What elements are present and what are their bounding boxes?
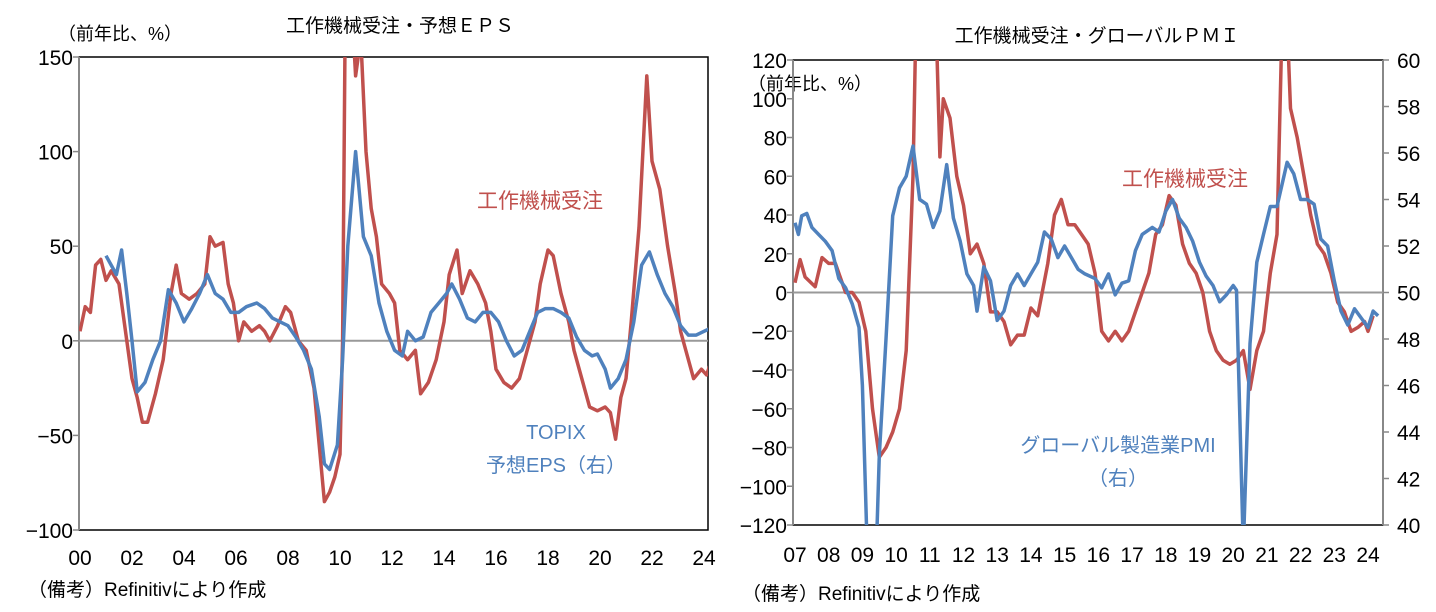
- y-tick-label: 40: [764, 205, 787, 228]
- y-tick-label: −50: [37, 425, 73, 448]
- x-tick-label: 18: [536, 547, 559, 570]
- x-tick-label: 10: [328, 547, 351, 570]
- legend-label-machine-orders: 工作機械受注: [477, 190, 603, 213]
- x-tick-label: 12: [380, 547, 403, 570]
- x-tick-label: 08: [276, 547, 299, 570]
- x-tick-label: 00: [68, 547, 91, 570]
- y-tick-label: 100: [752, 89, 787, 112]
- y2-tick-label: 40: [1397, 515, 1420, 538]
- y-axis-unit-label: （前年比、%）: [58, 24, 182, 44]
- y-tick-label: −20: [751, 321, 787, 344]
- y-tick-label: 80: [764, 128, 787, 151]
- y2-tick-label: 56: [1397, 143, 1420, 166]
- x-tick-label: 10: [884, 544, 907, 567]
- x-tick-label: 06: [224, 547, 247, 570]
- legend-label-topix: TOPIX: [526, 422, 586, 444]
- y-tick-label: 20: [764, 244, 787, 267]
- y-tick-label: 0: [61, 331, 73, 354]
- x-tick-label: 08: [817, 544, 840, 567]
- y-tick-label: −60: [751, 399, 787, 422]
- y2-tick-label: 42: [1397, 469, 1420, 492]
- chart-machine-orders-eps: 工作機械受注・予想ＥＰＳ （前年比、%） （備考）Refinitivにより作成 …: [26, 15, 716, 601]
- x-tick-label: 16: [484, 547, 507, 570]
- chart-machine-orders-pmi: 工作機械受注・グローバルＰＭＩ （前年比、%） （備考）Refinitivにより…: [740, 25, 1421, 605]
- x-tick-label: 23: [1323, 544, 1346, 567]
- x-tick-label: 20: [1221, 544, 1244, 567]
- series-line-machine-tool-orders: [79, 57, 708, 504]
- x-tick-label: 11: [919, 544, 941, 567]
- legend-label-pmi-right: （右）: [1088, 467, 1148, 490]
- x-tick-label: 18: [1154, 544, 1177, 567]
- x-tick-label: 09: [851, 544, 874, 567]
- y2-tick-label: 48: [1397, 329, 1420, 352]
- x-tick-label: 13: [986, 544, 1009, 567]
- x-tick-label: 24: [692, 547, 716, 570]
- x-tick-label: 12: [952, 544, 975, 567]
- y-tick-label: 60: [764, 166, 787, 189]
- legend-label-pmi: グローバル製造業PMI: [1020, 434, 1215, 457]
- y2-tick-label: 52: [1397, 236, 1420, 259]
- y2-tick-label: 58: [1397, 97, 1420, 120]
- y-tick-label: 120: [752, 50, 787, 73]
- x-tick-label: 21: [1255, 544, 1278, 567]
- x-tick-label: 15: [1053, 544, 1076, 567]
- legend-label-eps: 予想EPS（右）: [486, 454, 626, 477]
- series-line-global-pmi: [793, 144, 1380, 525]
- y2-tick-label: 54: [1397, 190, 1421, 213]
- x-tick-label: 19: [1188, 544, 1211, 567]
- x-tick-label: 14: [1019, 544, 1043, 567]
- x-tick-label: 20: [588, 547, 611, 570]
- y-tick-label: −100: [740, 476, 787, 499]
- y-tick-label: −40: [751, 360, 787, 383]
- y-tick-label: 0: [775, 283, 787, 306]
- series-line-machine-tool-orders: [793, 60, 1375, 459]
- x-tick-label: 16: [1087, 544, 1110, 567]
- chart-title: 工作機械受注・グローバルＰＭＩ: [955, 25, 1240, 47]
- x-tick-label: 22: [640, 547, 663, 570]
- y2-tick-label: 46: [1397, 376, 1420, 399]
- y2-tick-label: 50: [1397, 283, 1420, 306]
- x-tick-label: 04: [172, 547, 196, 570]
- x-tick-label: 22: [1289, 544, 1312, 567]
- y-tick-label: 50: [50, 236, 73, 259]
- x-tick-label: 24: [1356, 544, 1380, 567]
- legend-label-machine-orders: 工作機械受注: [1122, 168, 1248, 191]
- x-tick-label: 17: [1120, 544, 1143, 567]
- y-tick-label: 150: [38, 47, 73, 70]
- y-tick-label: −80: [751, 438, 787, 461]
- x-tick-label: 14: [432, 547, 456, 570]
- y-axis-unit-label: （前年比、%）: [748, 74, 872, 94]
- y-tick-label: 100: [38, 142, 73, 165]
- source-note: （備考）Refinitivにより作成: [742, 583, 980, 605]
- y2-tick-label: 60: [1397, 50, 1420, 73]
- chart-title: 工作機械受注・予想ＥＰＳ: [286, 15, 514, 37]
- source-note: （備考）Refinitivにより作成: [28, 579, 266, 601]
- series-line-topix-eps: [104, 149, 708, 472]
- x-tick-label: 02: [120, 547, 143, 570]
- y2-tick-label: 44: [1397, 422, 1421, 445]
- y-tick-label: −100: [26, 520, 73, 543]
- x-tick-label: 07: [783, 544, 806, 567]
- y-tick-label: −120: [740, 515, 787, 538]
